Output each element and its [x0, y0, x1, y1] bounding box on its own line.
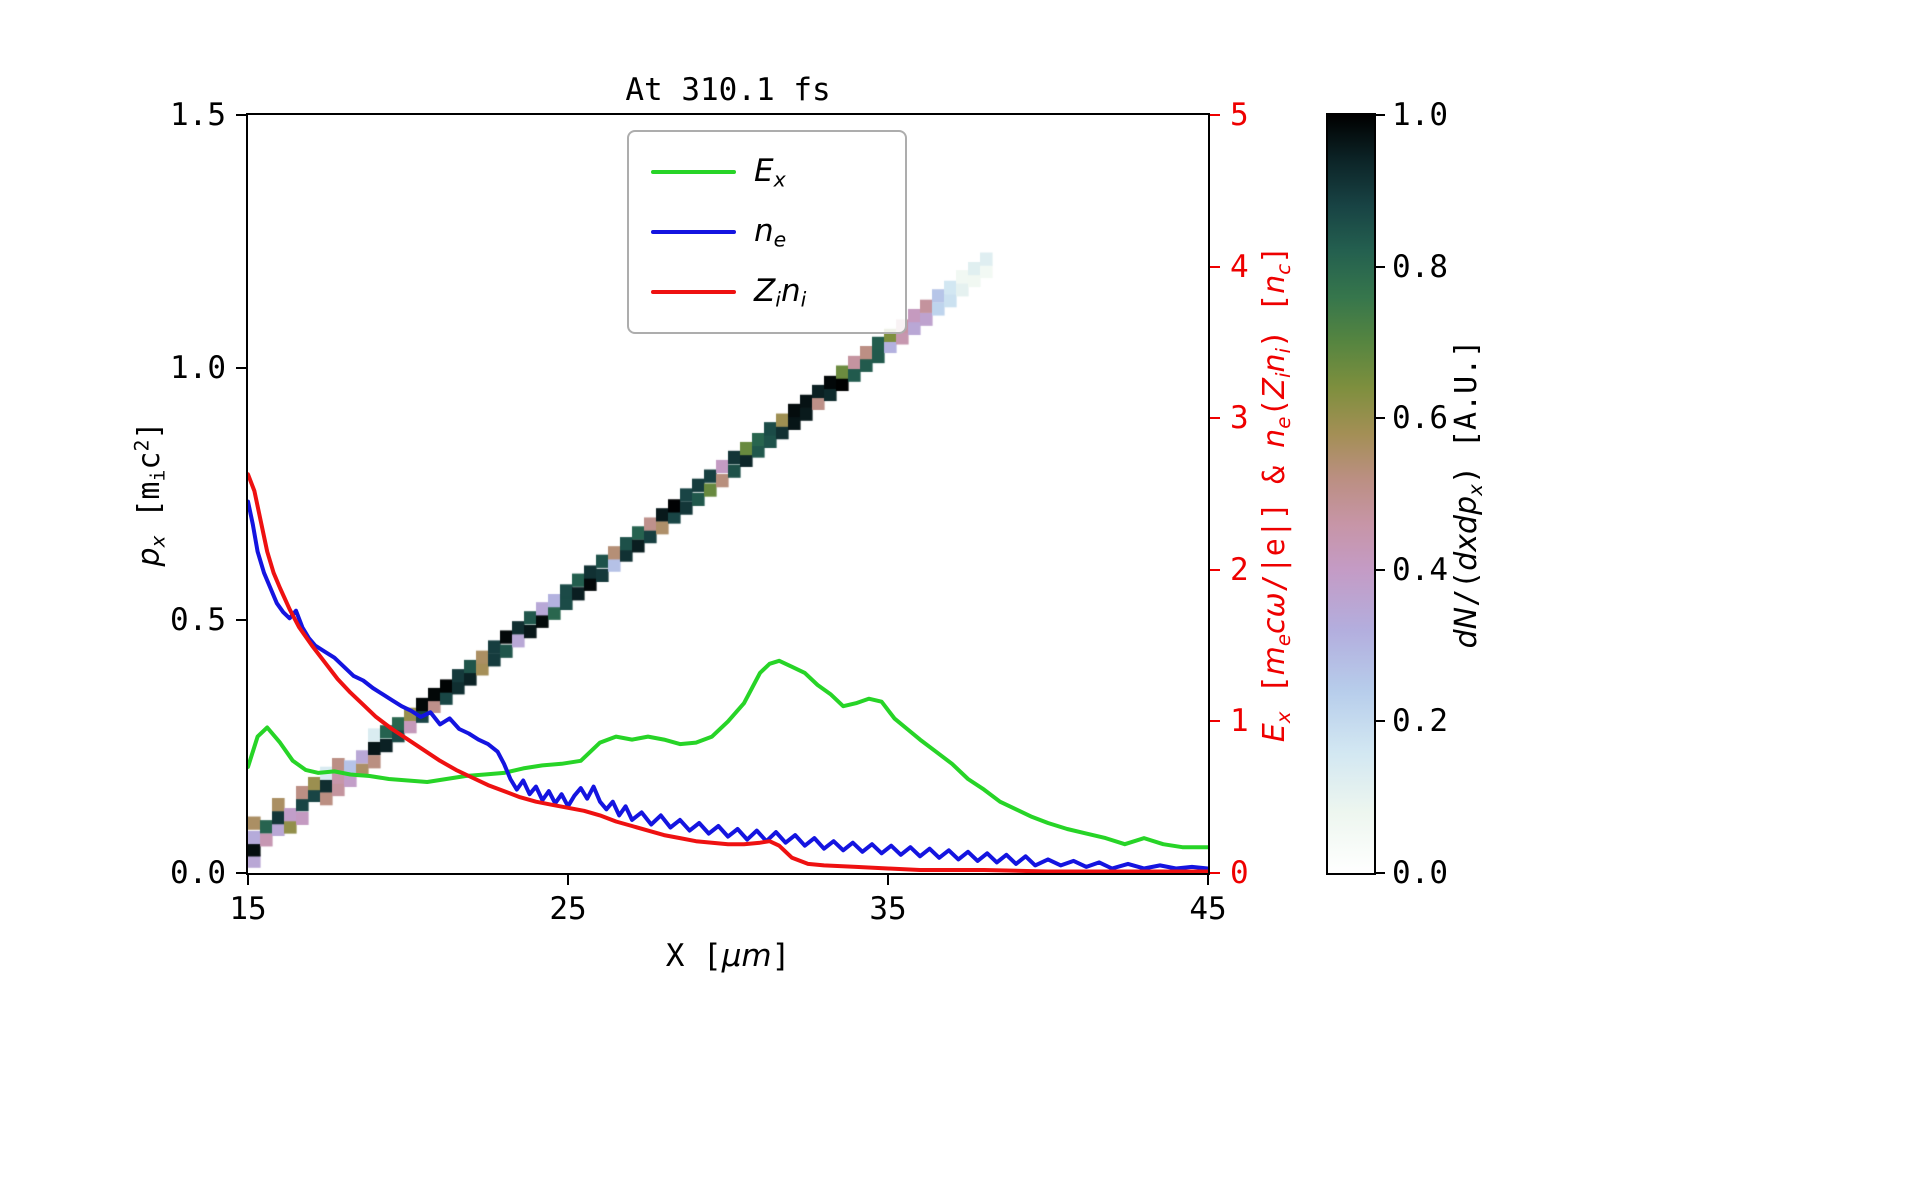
curve-E_x: [248, 658, 1208, 850]
legend-swatch-Zini: [651, 290, 736, 294]
curve-n_e: [248, 499, 1208, 871]
colorbar-label: dN/(dxdpx) [A.U.]: [1449, 339, 1487, 649]
curve-Z_in_i: [248, 472, 1208, 873]
colorbar-tick-label: 0.0: [1392, 855, 1448, 891]
colorbar-tick-mark: [1376, 417, 1385, 420]
y-right-tick-label: 0: [1230, 855, 1249, 891]
legend-swatch-ne: [651, 230, 736, 234]
colorbar-tick-label: 1.0: [1392, 97, 1448, 133]
x-tick-label: 25: [549, 891, 587, 927]
legend-label-ne: ne: [754, 212, 787, 252]
colorbar-gradient: [1328, 115, 1374, 873]
colorbar: [1326, 113, 1376, 875]
colorbar-tick-mark: [1376, 265, 1385, 268]
colorbar-tick-mark: [1376, 568, 1385, 571]
colorbar-tick-label: 0.8: [1392, 248, 1448, 285]
y-left-tick-label: 0.5: [170, 602, 226, 639]
y-left-tick-label: 1.0: [170, 349, 226, 386]
x-axis-label: X [μm]: [665, 938, 791, 974]
y-right-tick-mark: [1210, 114, 1220, 116]
x-tick-mark: [567, 875, 569, 885]
x-tick-label: 35: [869, 891, 907, 927]
x-tick-label: 45: [1189, 891, 1227, 927]
legend-swatch-Ex: [651, 170, 736, 174]
legend-label-Ex: Ex: [754, 152, 786, 192]
x-tick-mark: [1207, 875, 1209, 885]
y-right-tick-mark: [1210, 417, 1220, 420]
colorbar-tick-label: 0.2: [1392, 703, 1448, 740]
legend-entry-Zini: Zini: [651, 262, 883, 322]
y-left-axis-label: px [mic2]: [130, 421, 170, 567]
colorbar-tick-mark: [1376, 872, 1385, 874]
y-left-tick-label: 1.5: [170, 97, 226, 133]
y-right-axis-label: Ex [mecω/|e|] & ne(Zini) [nc]: [1257, 245, 1295, 743]
y-left-tick-mark: [236, 619, 246, 622]
colorbar-tick-mark: [1376, 720, 1385, 723]
colorbar-tick-mark: [1376, 114, 1385, 116]
y-left-tick-mark: [236, 872, 246, 874]
x-tick-label: 15: [229, 891, 267, 927]
legend-entry-ne: ne: [651, 202, 883, 262]
y-right-tick-mark: [1210, 265, 1220, 268]
y-right-tick-mark: [1210, 568, 1220, 571]
y-right-tick-mark: [1210, 720, 1220, 723]
y-left-tick-mark: [236, 114, 246, 116]
y-left-tick-mark: [236, 366, 246, 369]
x-tick-mark: [887, 875, 889, 885]
legend-label-Zini: Zini: [754, 272, 807, 312]
curves-svg: [248, 472, 1208, 873]
y-right-tick-label: 5: [1230, 97, 1249, 133]
legend: Ex ne Zini: [627, 130, 907, 334]
y-right-tick-mark: [1210, 872, 1220, 874]
y-left-tick-label: 0.0: [170, 855, 226, 891]
chart-title: At 310.1 fs: [625, 72, 831, 108]
x-tick-mark: [247, 875, 249, 885]
legend-entry-Ex: Ex: [651, 142, 883, 202]
